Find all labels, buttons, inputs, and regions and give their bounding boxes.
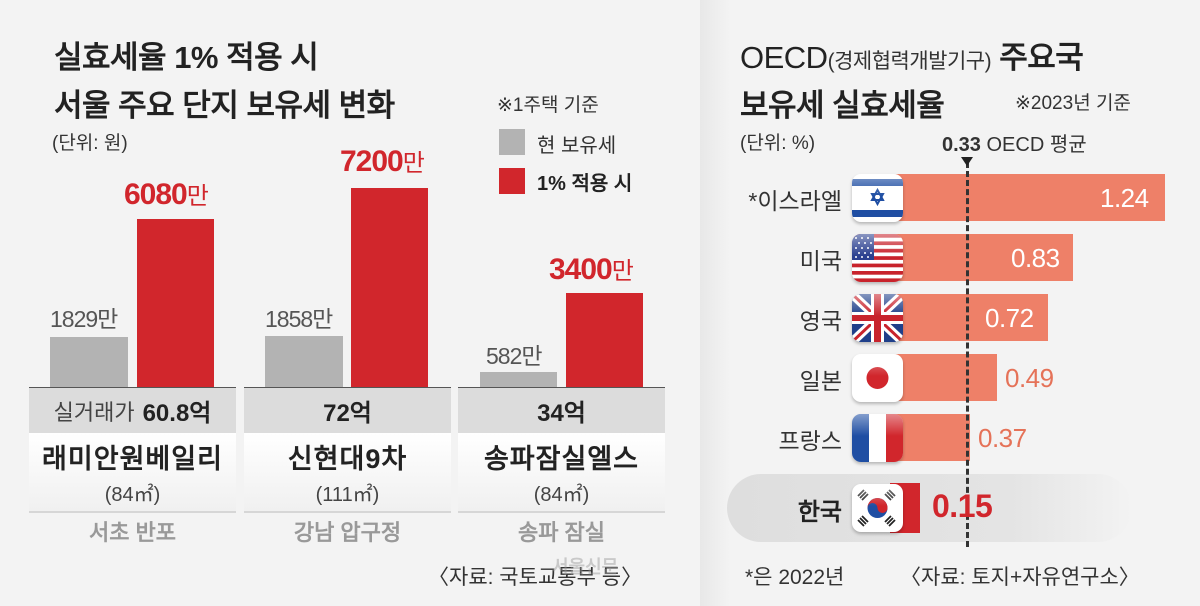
apartment-name-box: 송파잠실엘스 (84㎡) — [458, 433, 665, 513]
left-chart-title-line1: 실효세율 1% 적용 시 — [54, 40, 319, 75]
bar-label-current: 582만 — [486, 343, 543, 369]
watermark: 서울신문 — [552, 557, 619, 577]
value-label: 0.37 — [978, 423, 1027, 453]
value-label: 0.49 — [1005, 363, 1054, 393]
bar-label-current: 1858만 — [265, 306, 333, 332]
oecd-average-line — [966, 162, 969, 547]
price-prefix: 실거래가 — [53, 399, 135, 425]
value-label: 0.83 — [1011, 243, 1060, 273]
price-strip: 실거래가 60.8억 — [29, 387, 236, 433]
right-chart-title-line1: OECD(경제협력개발기구) 주요국 — [740, 40, 1084, 75]
bar-label-applied: 3400만 — [549, 253, 634, 286]
value-label-korea: 0.15 — [932, 488, 993, 524]
apartment-name-box: 래미안원베일리 (84㎡) — [29, 433, 236, 513]
left-chart-panel: 실효세율 1% 적용 시 서울 주요 단지 보유세 변화 (단위: 원) ※1주… — [29, 40, 665, 589]
uk-flag-icon — [852, 294, 903, 342]
country-label: *이스라엘 — [748, 188, 842, 214]
bar-current — [265, 336, 343, 387]
district-label: 송파 잠실 — [517, 520, 606, 545]
legend-label-applied: 1% 적용 시 — [537, 173, 633, 195]
legend-note: ※1주택 기준 — [497, 95, 599, 116]
usa-flag-icon — [852, 234, 903, 282]
apartment-name: 래미안원베일리 — [42, 444, 223, 474]
japan-flag-icon — [852, 354, 903, 402]
apartment-size: (84㎡) — [533, 484, 590, 506]
bar-israel — [890, 174, 1165, 221]
right-chart-unit: (단위: %) — [740, 133, 816, 154]
country-label: 영국 — [799, 308, 842, 334]
price-strip: 34억 — [458, 387, 665, 433]
country-label: 프랑스 — [778, 428, 842, 454]
bar-label-applied: 6080만 — [124, 178, 209, 211]
right-chart-panel: OECD(경제협력개발기구) 주요국 보유세 실효세율 ※2023년 기준 (단… — [700, 0, 1200, 606]
apartment-name: 신현대9차 — [287, 444, 408, 474]
right-chart-footnote: *은 2022년 — [745, 566, 845, 589]
triangle-marker-icon — [961, 157, 973, 166]
left-chart-source: 〈자료: 국토교통부 등〉 — [428, 566, 643, 589]
district-label: 서초 반포 — [88, 520, 177, 545]
bar-applied — [566, 293, 643, 387]
bar-current — [480, 372, 557, 387]
bar-current — [50, 337, 128, 387]
right-chart-note: ※2023년 기준 — [1015, 93, 1131, 114]
apartment-name-box: 신현대9차 (111㎡) — [244, 433, 451, 513]
legend-swatch-current — [499, 129, 525, 155]
value-label: 0.72 — [985, 303, 1034, 333]
right-chart-source: 〈자료: 토지+자유연구소〉 — [900, 566, 1140, 589]
left-chart-title-line2: 서울 주요 단지 보유세 변화 — [54, 88, 395, 123]
bar-label-applied: 7200만 — [340, 145, 425, 178]
bar-japan — [890, 354, 997, 401]
korea-highlight-row — [727, 474, 1132, 542]
apartment-size: (111㎡) — [315, 484, 380, 506]
legend-swatch-applied — [499, 168, 525, 194]
bar-applied — [351, 188, 428, 387]
country-label-korea: 한국 — [797, 499, 842, 526]
bar-uk — [890, 294, 1048, 341]
bar-applied — [137, 219, 214, 387]
france-flag-icon — [852, 414, 903, 462]
district-label: 강남 압구정 — [293, 520, 402, 545]
left-chart-unit: (단위: 원) — [52, 133, 128, 154]
apartment-size: (84㎡) — [104, 484, 161, 506]
country-label: 미국 — [799, 248, 842, 274]
apartment-name: 송파잠실엘스 — [483, 444, 640, 474]
korea-flag-icon — [852, 484, 903, 532]
legend-label-current: 현 보유세 — [537, 135, 617, 157]
oecd-average-label: 0.33 OECD 평균 — [942, 134, 1087, 156]
price-strip: 72억 — [244, 387, 451, 433]
price-value: 60.8억 — [142, 400, 212, 427]
price-value: 72억 — [323, 400, 372, 427]
bar-usa — [890, 234, 1073, 281]
value-label: 1.24 — [1100, 183, 1149, 213]
right-chart-title-line2: 보유세 실효세율 — [740, 88, 945, 123]
israel-flag-icon — [852, 174, 903, 222]
country-label: 일본 — [799, 368, 842, 394]
price-value: 34억 — [537, 400, 586, 427]
bar-france — [890, 414, 970, 461]
bar-label-current: 1829만 — [50, 306, 118, 332]
